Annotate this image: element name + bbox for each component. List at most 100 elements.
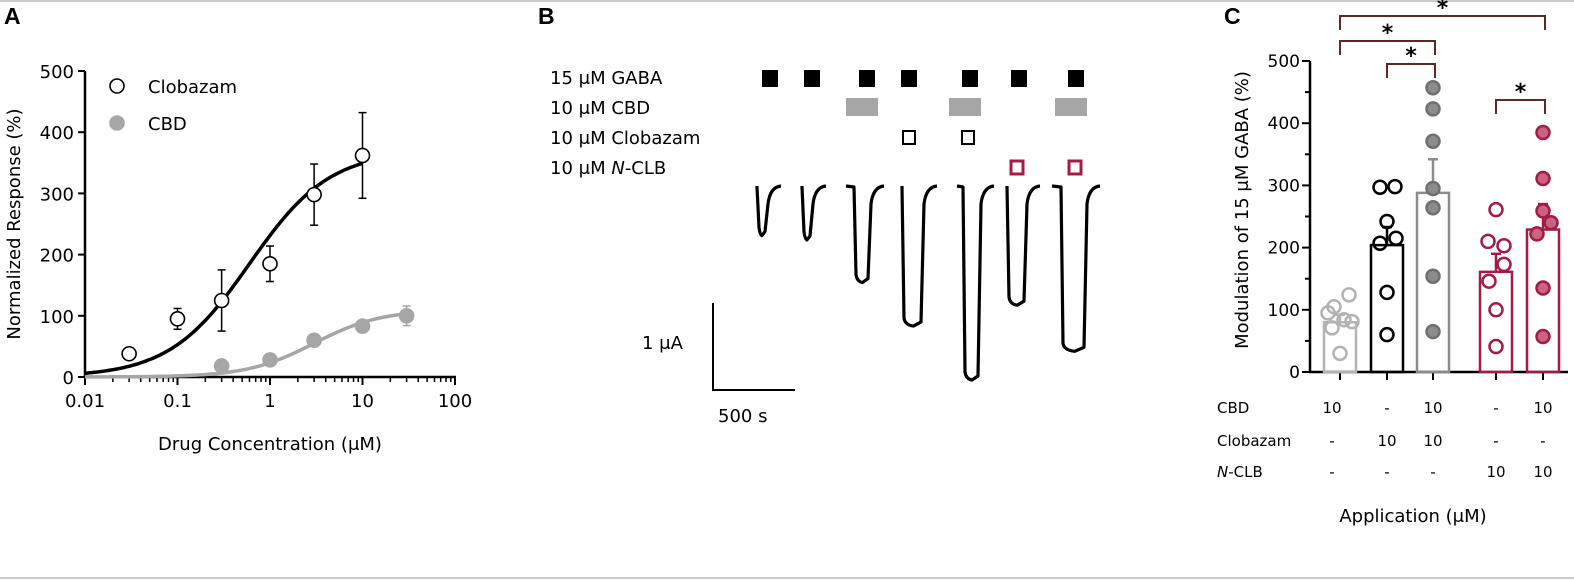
data-point [1481, 273, 1497, 289]
y-tick-label: 300 [40, 184, 74, 205]
significance-star: * [1515, 80, 1527, 105]
data-point [1379, 326, 1395, 343]
application-label: 10 μM Clobazam [550, 128, 700, 149]
table-cell: - [1329, 463, 1334, 481]
data-point [1535, 280, 1551, 296]
legend-marker-clobazam [109, 78, 125, 94]
n-clb-application-marker [1067, 159, 1083, 176]
data-point-cbd [213, 358, 230, 374]
panel-label-c: C [1224, 3, 1241, 29]
label-text: Clobazam [1217, 432, 1291, 450]
x-tick-label: 0.1 [163, 391, 192, 412]
y-tick-label: 0 [1289, 363, 1300, 383]
data-point [1425, 268, 1441, 284]
panel-label-b: B [538, 3, 555, 29]
table-cell: 10 [1533, 399, 1552, 417]
gaba-application-marker [804, 70, 820, 87]
data-point [1543, 214, 1559, 231]
data-point-clobazam [169, 311, 186, 327]
label-text: -CLB [1228, 463, 1263, 481]
data-point [1324, 320, 1340, 336]
table-cell: 10 [1423, 399, 1442, 417]
table-cell: - [1430, 463, 1435, 481]
data-point [1341, 287, 1357, 303]
significance-bracket [1495, 99, 1546, 114]
data-point [1425, 200, 1441, 216]
y-tick-label: 200 [40, 246, 74, 267]
data-point [1372, 235, 1388, 251]
current-trace [1005, 184, 1041, 307]
table-cell: 10 [1377, 432, 1396, 450]
application-label: 15 μM GABA [550, 68, 663, 89]
y-tick-label: 500 [40, 62, 74, 83]
cbd-application-bar [1055, 98, 1087, 116]
clobazam-application-marker [902, 130, 916, 145]
scale-bar-time-label: 500 s [718, 406, 767, 427]
scale-bar-current-label: 1 μA [642, 333, 684, 354]
data-point-clobazam [213, 292, 230, 309]
cbd-application-bar [949, 98, 981, 116]
panel-c-bar-chart: 0 100 200 300 400 500 Modulation of 15 μM GABA… [1217, 0, 1568, 527]
table-row-label: CBD [1217, 399, 1249, 417]
table-cell: - [1493, 432, 1498, 450]
table-row-label: Clobazam [1217, 432, 1291, 450]
label-drug: Clobazam [611, 128, 700, 149]
gaba-application-marker [859, 70, 875, 87]
gaba-application-marker [1011, 70, 1027, 87]
current-trace [1051, 184, 1101, 353]
data-point [1425, 180, 1441, 197]
table-cell: 10 [1423, 432, 1442, 450]
y-tick-label: 400 [1268, 114, 1300, 134]
gaba-application-marker [1068, 70, 1084, 87]
data-point [1425, 133, 1441, 149]
gaba-application-marker [901, 70, 917, 87]
data-point-cbd [354, 318, 371, 335]
legend-label-clobazam: Clobazam [148, 77, 237, 98]
data-point-clobazam [306, 186, 322, 203]
label-drug: GABA [611, 68, 663, 89]
scale-bar [712, 303, 795, 391]
label-italic: N [611, 158, 624, 179]
data-point [1332, 345, 1348, 362]
label-concentration: 10 μM [550, 128, 611, 149]
data-point [1425, 79, 1441, 96]
data-point [1388, 230, 1404, 247]
clobazam-application-marker [961, 130, 975, 145]
significance-star: * [1382, 21, 1394, 46]
data-point [1480, 233, 1496, 250]
current-trace [800, 184, 827, 242]
data-point-cbd [398, 307, 415, 324]
application-label: 10 μM CBD [550, 98, 650, 119]
bar [1369, 243, 1405, 374]
data-point [1488, 201, 1504, 218]
y-tick-label: 100 [1268, 301, 1300, 321]
y-tick-label: 300 [1268, 176, 1300, 196]
cbd-application-bar [846, 98, 878, 116]
table-cell: - [1540, 432, 1545, 450]
table-cell: 10 [1322, 399, 1341, 417]
data-point [1344, 313, 1360, 330]
table-cell: 10 [1486, 463, 1505, 481]
current-trace [845, 184, 885, 285]
label-text: CBD [1217, 399, 1249, 417]
significance-bracket [1339, 15, 1546, 30]
x-tick-label: 0.01 [65, 391, 105, 412]
y-tick-label: 0 [63, 368, 74, 389]
table-cell: - [1329, 432, 1334, 450]
data-point [1379, 284, 1395, 301]
label-drug: CBD [611, 98, 650, 119]
bar [1525, 228, 1561, 374]
table-row-label: N-CLB [1217, 463, 1263, 481]
y-tick-label: 200 [1268, 239, 1300, 259]
y-tick-label: 100 [40, 307, 74, 328]
gaba-application-marker [762, 70, 778, 87]
data-point-cbd [306, 332, 322, 349]
fit-curve-cbd [85, 311, 407, 379]
bar [1478, 270, 1514, 374]
current-trace [956, 184, 995, 382]
significance-star: * [1437, 0, 1449, 21]
data-point [1496, 237, 1512, 254]
data-point [1320, 305, 1336, 321]
